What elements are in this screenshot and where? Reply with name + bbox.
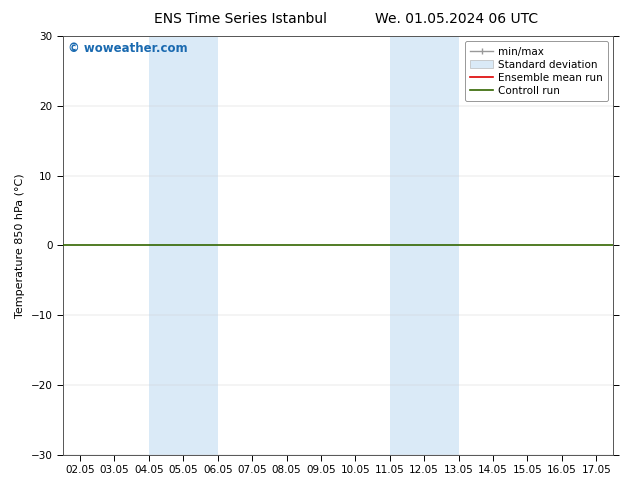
Bar [390, 36, 458, 455]
Y-axis label: Temperature 850 hPa (°C): Temperature 850 hPa (°C) [15, 173, 25, 318]
Legend: min/max, Standard deviation, Ensemble mean run, Controll run: min/max, Standard deviation, Ensemble me… [465, 41, 608, 101]
Text: © woweather.com: © woweather.com [68, 43, 188, 55]
Text: ENS Time Series Istanbul: ENS Time Series Istanbul [155, 12, 327, 26]
Text: We. 01.05.2024 06 UTC: We. 01.05.2024 06 UTC [375, 12, 538, 26]
Bar [149, 36, 217, 455]
